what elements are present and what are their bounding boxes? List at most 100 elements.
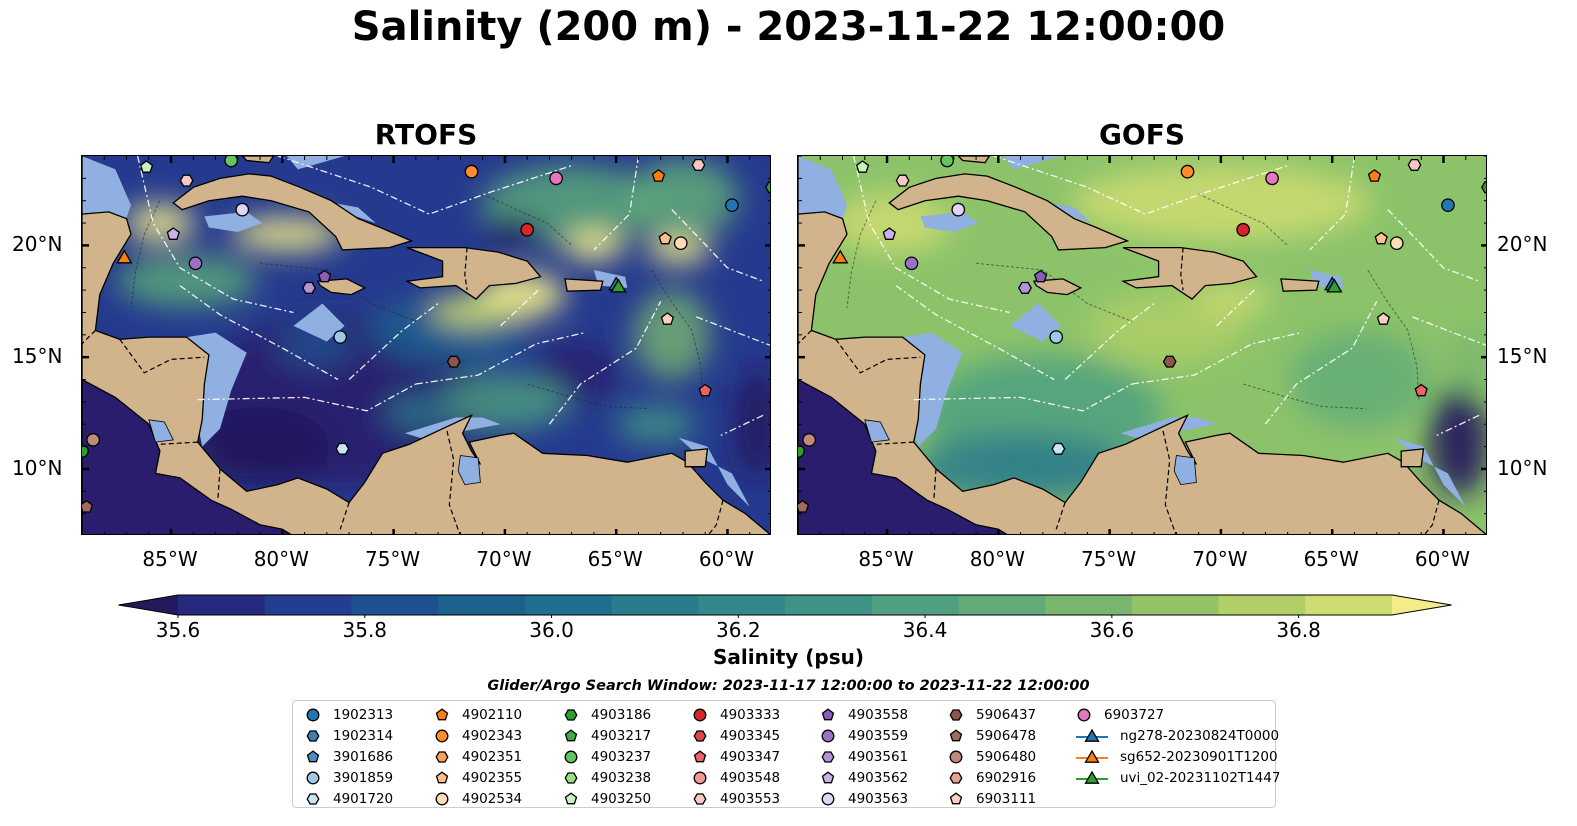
legend-marker-hexagon[interactable] (693, 792, 707, 805)
argo-float-marker[interactable] (335, 442, 350, 455)
argo-float-marker[interactable] (317, 269, 332, 283)
glider-marker[interactable] (1326, 278, 1343, 293)
argo-float-marker[interactable] (139, 160, 154, 173)
legend-marker-pentagon[interactable] (949, 791, 963, 804)
argo-float-marker[interactable] (651, 169, 666, 182)
legend-marker-hexagon[interactable] (306, 730, 320, 742)
legend-marker-circle[interactable] (949, 750, 963, 764)
argo-float-marker[interactable] (1051, 442, 1066, 455)
argo-float-marker[interactable] (1018, 281, 1032, 294)
argo-float-marker[interactable] (951, 202, 966, 217)
legend-marker-circle[interactable] (693, 708, 707, 722)
legend-column: 1902313 1902314 3901686 3901859 4901720 (305, 705, 393, 809)
legend-marker-triangle[interactable] (1084, 728, 1100, 743)
legend-marker-circle[interactable] (435, 729, 449, 743)
legend-marker-triangle[interactable] (1084, 749, 1100, 763)
argo-float-marker[interactable] (1376, 312, 1391, 325)
legend-marker-circle[interactable] (435, 792, 449, 806)
legend-marker-pentagon[interactable] (821, 771, 835, 784)
argo-float-marker[interactable] (1481, 181, 1487, 194)
argo-float-marker[interactable] (691, 158, 706, 171)
legend-column: 4903186 4903217 4903237 4903238 4903250 (563, 705, 651, 809)
legend-marker-pentagon[interactable] (435, 771, 449, 784)
argo-float-marker[interactable] (302, 281, 316, 294)
argo-float-marker[interactable] (673, 236, 688, 251)
legend-marker-circle[interactable] (1077, 708, 1091, 722)
legend-marker-pentagon[interactable] (435, 708, 449, 721)
argo-float-marker[interactable] (464, 164, 479, 179)
puerto-rico-land (1280, 278, 1320, 292)
argo-float-marker[interactable] (1162, 355, 1177, 368)
legend-marker-hexagon[interactable] (564, 772, 578, 784)
legend-marker-pentagon[interactable] (821, 708, 835, 721)
argo-float-marker[interactable] (549, 171, 563, 186)
legend-marker-circle[interactable] (821, 792, 835, 806)
argo-float-marker[interactable] (904, 256, 919, 271)
argo-float-marker[interactable] (520, 222, 535, 237)
argo-float-marker[interactable] (765, 181, 771, 194)
argo-float-marker[interactable] (798, 499, 810, 513)
argo-float-marker[interactable] (1236, 222, 1251, 237)
legend-marker-circle[interactable] (564, 750, 578, 764)
legend-marker-circle[interactable] (821, 729, 835, 743)
argo-float-marker[interactable] (1374, 231, 1388, 245)
argo-float-marker[interactable] (798, 444, 805, 458)
argo-float-marker[interactable] (882, 227, 896, 240)
argo-float-marker[interactable] (1049, 330, 1064, 344)
argo-float-marker[interactable] (802, 433, 816, 447)
argo-float-marker[interactable] (1407, 158, 1422, 171)
lon-tick-label: 80°W (253, 547, 309, 571)
argo-float-marker[interactable] (179, 174, 194, 187)
argo-float-marker[interactable] (1441, 198, 1455, 213)
map-panel-rtofs[interactable] (81, 155, 771, 535)
bathymetry-contour (260, 262, 417, 322)
argo-float-marker[interactable] (188, 256, 203, 271)
argo-float-marker[interactable] (1265, 171, 1279, 186)
legend-marker-hexagon[interactable] (693, 730, 707, 742)
argo-float-marker[interactable] (82, 444, 89, 458)
argo-float-marker[interactable] (1367, 169, 1382, 182)
argo-float-marker[interactable] (855, 160, 870, 173)
legend-item: 4903250 (563, 788, 651, 809)
argo-float-marker[interactable] (86, 433, 100, 447)
legend-marker-pentagon[interactable] (564, 791, 578, 804)
argo-float-marker[interactable] (895, 174, 910, 187)
argo-float-marker[interactable] (224, 156, 238, 168)
argo-float-marker[interactable] (1180, 164, 1195, 179)
argo-float-marker[interactable] (446, 355, 461, 368)
argo-float-marker[interactable] (725, 198, 739, 213)
argo-float-marker[interactable] (1414, 383, 1428, 397)
glider-marker[interactable] (610, 278, 627, 293)
legend-label: 4901720 (333, 790, 394, 807)
legend-marker-circle[interactable] (306, 771, 320, 785)
legend-marker-pentagon[interactable] (564, 729, 578, 742)
argo-float-marker[interactable] (940, 156, 954, 168)
frame-ticks (82, 156, 770, 534)
legend-marker-triangle[interactable] (1084, 770, 1100, 784)
argo-float-marker[interactable] (235, 202, 250, 217)
lon-tick-label: 85°W (858, 547, 914, 571)
glider-marker[interactable] (116, 249, 133, 264)
argo-float-marker[interactable] (698, 383, 712, 397)
legend-marker-hexagon[interactable] (949, 772, 963, 784)
argo-float-marker[interactable] (333, 330, 348, 344)
legend-marker-circle[interactable] (306, 708, 320, 722)
colorbar-segment (785, 595, 873, 615)
legend-marker-hexagon[interactable] (821, 751, 835, 763)
argo-float-marker[interactable] (166, 227, 180, 240)
argo-float-marker[interactable] (1033, 269, 1048, 283)
argo-float-marker[interactable] (1389, 236, 1404, 251)
legend-marker-hexagon[interactable] (306, 792, 320, 805)
argo-float-marker[interactable] (660, 312, 675, 325)
legend-marker-hexagon[interactable] (949, 709, 963, 722)
legend-marker-pentagon[interactable] (949, 729, 963, 742)
legend-marker-pentagon[interactable] (306, 750, 320, 763)
glider-marker[interactable] (832, 249, 849, 264)
map-panel-gofs[interactable] (797, 155, 1487, 535)
legend-marker-circle[interactable] (693, 771, 707, 785)
legend-marker-hexagon[interactable] (564, 709, 578, 722)
argo-float-marker[interactable] (658, 231, 672, 245)
legend-marker-hexagon[interactable] (435, 751, 449, 763)
argo-float-marker[interactable] (82, 499, 94, 513)
legend-marker-pentagon[interactable] (693, 750, 707, 763)
